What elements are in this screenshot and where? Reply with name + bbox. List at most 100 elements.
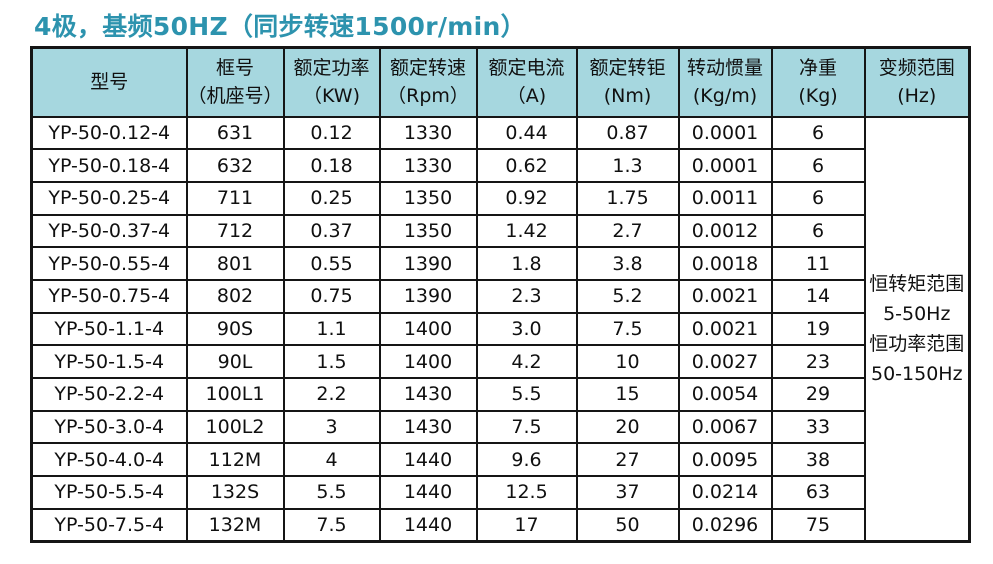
value-cell: 132M — [185, 507, 285, 543]
value-cell: 19 — [770, 311, 866, 347]
value-cell: 100L2 — [185, 409, 285, 445]
value-cell: 3.0 — [475, 311, 578, 347]
model-cell: YP-50-2.2-4 — [30, 377, 188, 412]
value-cell: 3 — [282, 409, 381, 445]
value-cell: 0.0021 — [677, 278, 773, 314]
value-cell: 10 — [575, 344, 680, 379]
value-cell: 90L — [185, 344, 285, 379]
value-cell: 0.0012 — [677, 213, 773, 249]
value-cell: 711 — [185, 180, 285, 216]
value-cell: 9.6 — [475, 442, 578, 478]
value-cell: 90S — [185, 311, 285, 347]
freq-range-line: 恒转矩范围 — [869, 272, 965, 295]
column-header-3: 额定功率 （KW) — [282, 46, 381, 118]
value-cell: 0.0011 — [677, 180, 773, 216]
value-cell: 0.55 — [282, 246, 381, 281]
table-body: YP-50-0.12-4 631 0.12 1330 0.44 0.87 0.0001 6 恒转… — [30, 115, 971, 543]
value-cell: 15 — [575, 377, 680, 412]
value-cell: 132S — [185, 475, 285, 510]
motor-spec-table: 型号 框号 （机座号） 额定功率 （KW) 额定转速 （Rpm） 额定电流 （A) 额定转钜 (Nm… — [30, 46, 972, 543]
value-cell: 27 — [575, 442, 680, 478]
value-cell: 0.18 — [282, 148, 381, 183]
value-cell: 4.2 — [475, 344, 578, 379]
value-cell: 0.25 — [282, 180, 381, 216]
model-cell: YP-50-7.5-4 — [30, 507, 188, 543]
value-cell: 2.7 — [575, 213, 680, 249]
column-header-6: 额定转钜 (Nm) — [575, 46, 680, 118]
table-header: 型号 框号 （机座号） 额定功率 （KW) 额定转速 （Rpm） 额定电流 （A) 额定转钜 (Nm… — [30, 46, 971, 118]
value-cell: 1.75 — [575, 180, 680, 216]
table-row: YP-50-0.55-4 801 0.55 1390 1.8 3.8 0.0018 11 — [30, 246, 970, 281]
value-cell: 29 — [770, 377, 866, 412]
table-row: YP-50-0.18-4 632 0.18 1330 0.62 1.3 0.0001 6 — [30, 148, 970, 183]
value-cell: 0.0027 — [677, 344, 773, 379]
value-cell: 112M — [185, 442, 285, 478]
value-cell: 1400 — [378, 311, 478, 347]
value-cell: 17 — [475, 507, 578, 543]
value-cell: 100L1 — [185, 377, 285, 412]
value-cell: 6 — [770, 213, 866, 249]
model-cell: YP-50-3.0-4 — [30, 409, 188, 445]
value-cell: 0.92 — [475, 180, 578, 216]
column-header-7: 转动惯量 (Kg/m) — [677, 46, 773, 118]
value-cell: 0.0054 — [677, 377, 773, 412]
value-cell: 1390 — [378, 278, 478, 314]
value-cell: 0.0021 — [677, 311, 773, 347]
model-cell: YP-50-0.75-4 — [30, 278, 188, 314]
value-cell: 0.0067 — [677, 409, 773, 445]
value-cell: 0.12 — [282, 115, 381, 151]
value-cell: 4 — [282, 442, 381, 478]
value-cell: 1430 — [378, 409, 478, 445]
value-cell: 1.8 — [475, 246, 578, 281]
model-cell: YP-50-4.0-4 — [30, 442, 188, 478]
value-cell: 1440 — [378, 475, 478, 510]
model-cell: YP-50-1.1-4 — [30, 311, 188, 347]
column-header-2: 框号 （机座号） — [185, 46, 285, 118]
value-cell: 631 — [185, 115, 285, 151]
value-cell: 712 — [185, 213, 285, 249]
freq-range-line: 50-150Hz — [870, 362, 963, 385]
table-row: YP-50-0.25-4 711 0.25 1350 0.92 1.75 0.0011 6 — [30, 180, 970, 216]
table-row: YP-50-2.2-4 100L1 2.2 1430 5.5 15 0.0054 29 — [30, 377, 970, 412]
value-cell: 11 — [770, 246, 866, 281]
column-header-9: 变频范围 (Hz) — [863, 46, 971, 118]
page-title: 4极，基频50HZ（同步转速1500r/min） — [34, 12, 526, 41]
value-cell: 63 — [770, 475, 866, 510]
value-cell: 6 — [770, 148, 866, 183]
value-cell: 6 — [770, 115, 866, 151]
value-cell: 0.0018 — [677, 246, 773, 281]
value-cell: 0.0001 — [677, 115, 773, 151]
value-cell: 0.0296 — [677, 507, 773, 543]
freq-range-line: 5-50Hz — [883, 302, 951, 325]
value-cell: 1350 — [378, 180, 478, 216]
model-cell: YP-50-0.55-4 — [30, 246, 188, 281]
value-cell: 802 — [185, 278, 285, 314]
table-row: YP-50-5.5-4 132S 5.5 1440 12.5 37 0.0214 63 — [30, 475, 970, 510]
table-row: YP-50-7.5-4 132M 7.5 1440 17 50 0.0296 75 — [30, 507, 970, 543]
model-cell: YP-50-0.12-4 — [30, 115, 188, 151]
value-cell: 1390 — [378, 246, 478, 281]
value-cell: 0.0214 — [677, 475, 773, 510]
value-cell: 12.5 — [475, 475, 578, 510]
header-row: 型号 框号 （机座号） 额定功率 （KW) 额定转速 （Rpm） 额定电流 （A) 额定转钜 (Nm… — [30, 46, 971, 118]
table-row: YP-50-0.75-4 802 0.75 1390 2.3 5.2 0.0021 14 — [30, 278, 970, 314]
table-row: YP-50-0.12-4 631 0.12 1330 0.44 0.87 0.0001 6 恒转… — [30, 115, 971, 543]
value-cell: 75 — [770, 507, 866, 543]
table-row: YP-50-0.37-4 712 0.37 1350 1.42 2.7 0.0012 6 — [30, 213, 970, 249]
column-header-1: 型号 — [30, 46, 188, 118]
value-cell: 2.3 — [475, 278, 578, 314]
value-cell: 7.5 — [575, 311, 680, 347]
value-cell: 0.37 — [282, 213, 381, 249]
model-cell: YP-50-0.25-4 — [30, 180, 188, 216]
value-cell: 1440 — [378, 442, 478, 478]
value-cell: 801 — [185, 246, 285, 281]
column-header-8: 净重 (Kg) — [770, 46, 866, 118]
model-cell: YP-50-0.18-4 — [30, 148, 188, 183]
value-cell: 1400 — [378, 344, 478, 379]
model-cell: YP-50-1.5-4 — [30, 344, 188, 379]
column-header-4: 额定转速 （Rpm） — [378, 46, 478, 118]
table-row: YP-50-3.0-4 100L2 3 1430 7.5 20 0.0067 33 — [30, 409, 970, 445]
value-cell: 33 — [770, 409, 866, 445]
freq-range-line: 恒功率范围 — [869, 332, 965, 355]
value-cell: 5.5 — [475, 377, 578, 412]
